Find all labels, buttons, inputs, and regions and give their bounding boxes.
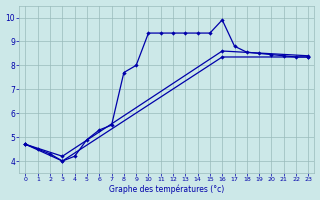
X-axis label: Graphe des températures (°c): Graphe des températures (°c) <box>109 185 225 194</box>
